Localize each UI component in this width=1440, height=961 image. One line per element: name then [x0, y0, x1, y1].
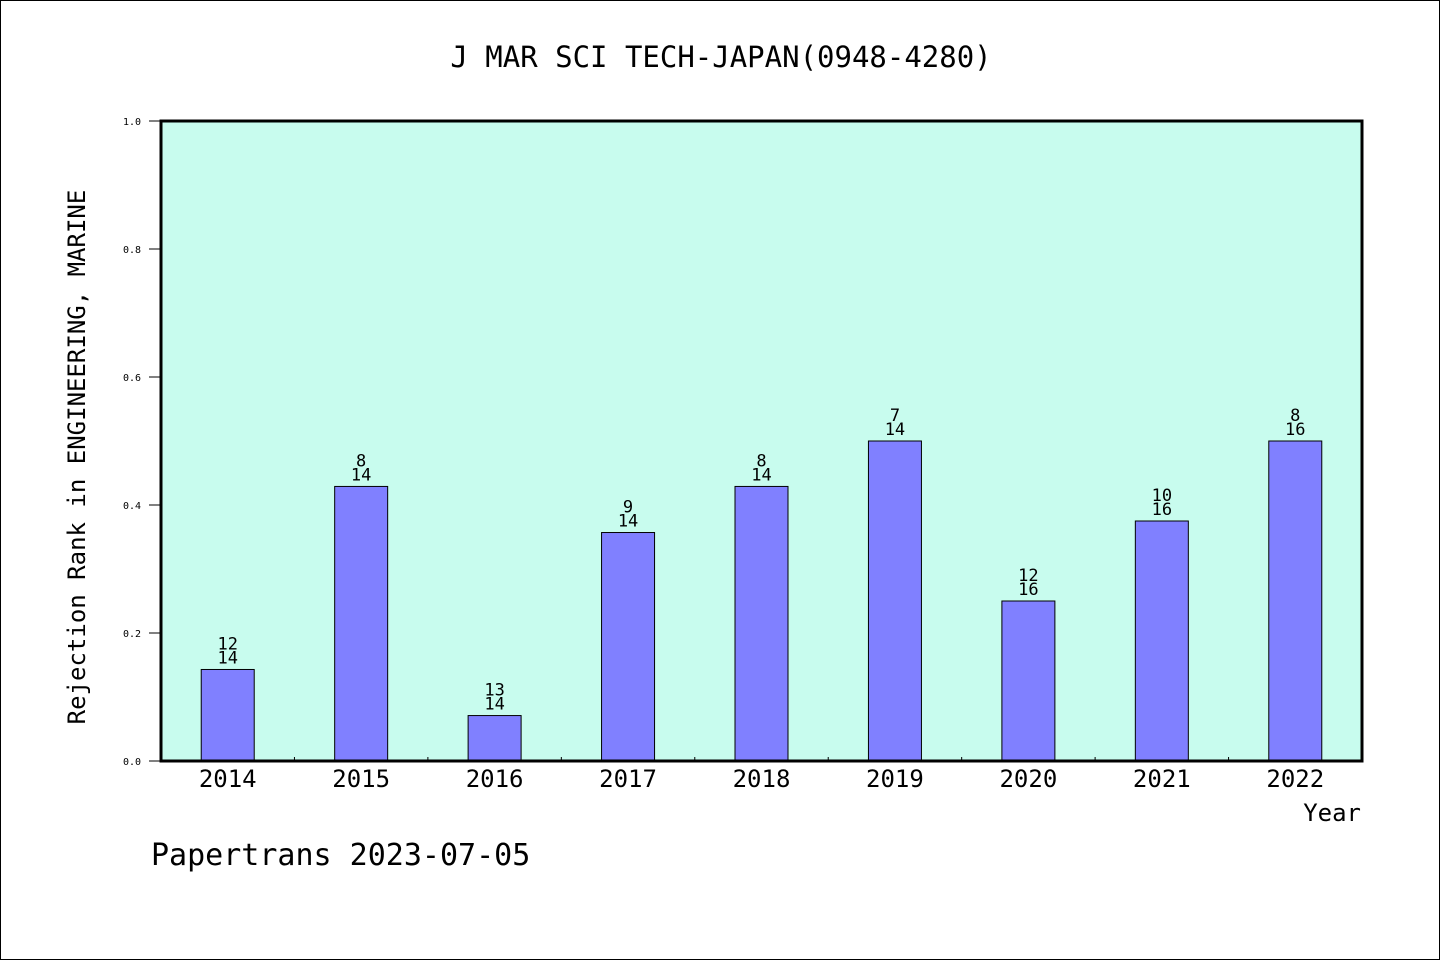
y-tick-label: 0.0	[123, 757, 141, 768]
bar-2022	[1268, 440, 1323, 762]
bar-label-total: 14	[885, 420, 905, 440]
bar-label-total: 14	[484, 695, 504, 715]
bar-label-rank: 8	[356, 451, 366, 471]
x-tick-label: 2017	[599, 765, 657, 793]
y-axis-label: Rejection Rank in ENGINEERING, MARINE	[63, 190, 91, 725]
bar-label-rank: 9	[623, 498, 633, 518]
y-tick-label: 1.0	[123, 117, 141, 128]
bar-2014	[200, 668, 255, 762]
bar-label-rank: 12	[1018, 566, 1038, 586]
x-tick-label: 2015	[332, 765, 390, 793]
bar-label-rank: 12	[217, 634, 237, 654]
x-tick-label: 2019	[866, 765, 924, 793]
bar-label-total: 14	[217, 648, 237, 668]
bar-label-rank: 13	[484, 681, 504, 701]
bar-label-total: 14	[751, 465, 771, 485]
y-tick-label: 0.8	[123, 245, 141, 256]
x-tick-label: 2021	[1133, 765, 1191, 793]
bar-2019	[867, 440, 922, 762]
x-tick-label: 2020	[999, 765, 1057, 793]
bar-label-total: 16	[1285, 420, 1305, 440]
bar-label-total: 16	[1018, 580, 1038, 600]
bar-label-total: 16	[1152, 500, 1172, 520]
y-tick-label: 0.6	[123, 373, 141, 384]
bar-label-rank: 8	[1290, 406, 1300, 426]
bar-label-rank: 10	[1152, 486, 1172, 506]
plot-border	[159, 119, 1364, 763]
bar-2020	[1001, 600, 1056, 762]
bar-label-rank: 7	[890, 406, 900, 426]
bar-2017	[601, 532, 656, 762]
bar-2021	[1134, 520, 1189, 762]
x-axis-label: Year	[1303, 799, 1361, 827]
bar-2016	[467, 715, 522, 762]
bar-2018	[734, 485, 789, 762]
x-tick-label: 2014	[199, 765, 257, 793]
chart-title: J MAR SCI TECH-JAPAN(0948-4280)	[450, 40, 991, 74]
x-tick-label: 2016	[466, 765, 524, 793]
bar-label-total: 14	[351, 465, 371, 485]
y-tick-label: 0.4	[123, 501, 141, 512]
footer-text: Papertrans 2023-07-05	[151, 838, 530, 873]
bar-label-rank: 8	[756, 451, 766, 471]
bar-2015	[334, 485, 389, 762]
x-tick-label: 2018	[733, 765, 791, 793]
y-tick-label: 0.2	[123, 629, 141, 640]
x-tick-label: 2022	[1266, 765, 1324, 793]
bar-label-total: 14	[618, 512, 638, 532]
